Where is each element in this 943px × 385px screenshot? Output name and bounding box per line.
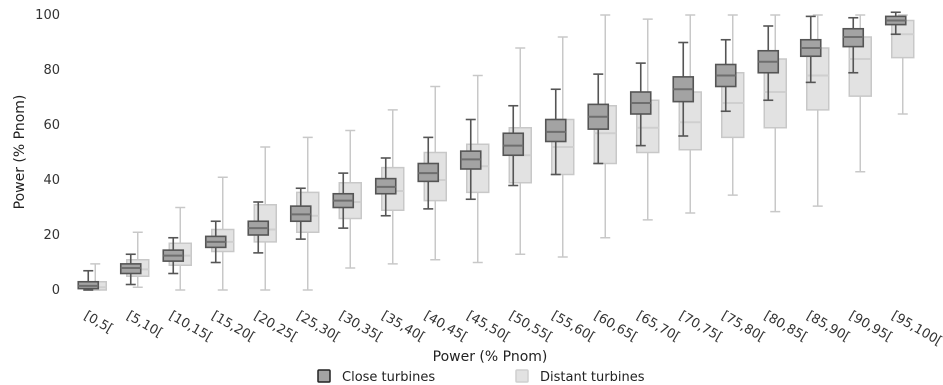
legend-item: Distant turbines — [515, 369, 645, 385]
box-close-turbines — [417, 136, 440, 210]
box-iqr — [502, 132, 525, 157]
x-tick-label: [10,15[ — [166, 308, 215, 345]
box-close-turbines — [672, 41, 695, 137]
y-tick-label: 80 — [43, 63, 60, 78]
x-tick-label: [55,60[ — [549, 308, 598, 345]
legend-swatch — [317, 369, 331, 383]
y-tick-label: 100 — [35, 8, 60, 23]
y-tick-label: 0 — [52, 283, 60, 298]
box-close-turbines — [459, 118, 482, 201]
box-close-turbines — [714, 38, 737, 113]
box-close-turbines — [247, 201, 270, 254]
box-distant-turbines — [721, 14, 745, 196]
legend-item: Close turbines — [317, 369, 435, 385]
x-tick-label: [20,25[ — [251, 308, 300, 345]
x-tick-label: [85,90[ — [804, 308, 853, 345]
box-close-turbines — [587, 73, 610, 165]
x-tick-label: [45,50[ — [464, 308, 513, 345]
y-tick-label: 20 — [43, 228, 60, 243]
legend-swatch — [515, 369, 529, 383]
box-close-turbines — [332, 172, 355, 229]
x-tick-label: [30,35[ — [336, 308, 385, 345]
box-close-turbines — [884, 11, 907, 36]
legend-label: Close turbines — [342, 370, 435, 385]
x-tick-label: [50,55[ — [506, 308, 555, 345]
close-turbines-layer — [77, 11, 907, 291]
box-close-turbines — [204, 220, 227, 264]
box-close-turbines — [629, 62, 652, 147]
box-close-turbines — [162, 236, 185, 275]
distant-turbines-layer — [83, 14, 915, 291]
y-tick-label: 60 — [43, 118, 60, 133]
x-tick-label: [70,75[ — [676, 308, 725, 345]
y-axis: 0 20 40 60 80 100 — [35, 8, 60, 298]
box-close-turbines — [757, 25, 780, 102]
box-close-turbines — [77, 269, 100, 291]
x-tick-label: [95,100[ — [889, 308, 943, 349]
x-tick-label: [0,5[ — [81, 308, 115, 336]
box-close-turbines — [544, 88, 567, 176]
x-tick-label: [90,95[ — [846, 308, 895, 345]
y-tick-label: 40 — [43, 173, 60, 188]
x-tick-label: [35,40[ — [379, 308, 428, 345]
x-tick-label: [5,10[ — [124, 308, 165, 341]
x-axis-title: Power (% Pnom) — [433, 349, 548, 365]
x-axis: [0,5[[5,10[[10,15[[15,20[[20,25[[25,30[[… — [81, 308, 943, 349]
box-close-turbines — [842, 16, 865, 74]
legend-label: Distant turbines — [540, 370, 645, 385]
box-close-turbines — [119, 253, 142, 286]
y-axis-title: Power (% Pnom) — [12, 95, 28, 210]
box-close-turbines — [374, 157, 397, 217]
box-close-turbines — [289, 187, 312, 240]
legend: Close turbines Distant turbines — [317, 369, 645, 385]
x-tick-label: [40,45[ — [421, 308, 470, 345]
x-tick-label: [15,20[ — [209, 308, 258, 345]
x-tick-label: [80,85[ — [761, 308, 810, 345]
box-iqr — [544, 118, 567, 143]
x-tick-label: [60,65[ — [591, 308, 640, 345]
x-tick-label: [65,70[ — [634, 308, 683, 345]
box-close-turbines — [502, 104, 525, 187]
x-tick-label: [75,80[ — [719, 308, 768, 345]
x-tick-label: [25,30[ — [294, 308, 343, 345]
box-close-turbines — [799, 15, 822, 84]
